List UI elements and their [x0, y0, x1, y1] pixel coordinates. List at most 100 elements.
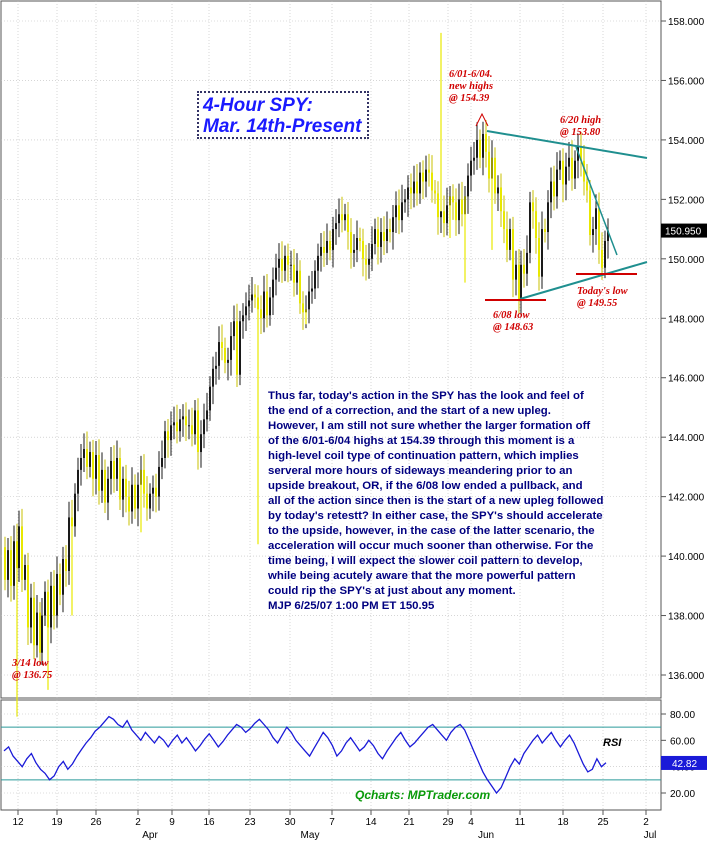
candle-body — [559, 160, 561, 170]
candle-body — [36, 612, 38, 646]
rsi-last-label: 42.82 — [672, 759, 697, 770]
annotation-label: 6/01-6/04. — [449, 69, 492, 80]
annotation-label: Today's low — [577, 286, 629, 297]
date-tick-label: 21 — [403, 817, 415, 828]
candle-body — [164, 431, 166, 458]
candle-body — [416, 181, 418, 194]
annotation-label: @ 136.75 — [12, 670, 52, 681]
date-tick-label: 19 — [51, 817, 63, 828]
candle-body — [413, 181, 415, 194]
candle-body — [296, 270, 298, 283]
candle-body — [323, 246, 325, 253]
candle-body — [158, 466, 160, 497]
chart-subtitle: Mar. 14th-Present — [203, 116, 362, 137]
candle-body — [512, 229, 514, 280]
candle-body — [116, 457, 118, 479]
candle-body — [59, 573, 61, 595]
chart-title: 4-Hour SPY: — [203, 95, 313, 116]
candle-body — [281, 258, 283, 271]
candle-body — [509, 229, 511, 250]
month-label: Jul — [644, 830, 657, 841]
date-tick-label: 4 — [468, 817, 474, 828]
candle-body — [607, 230, 609, 241]
annotation-label: 3/14 low — [11, 658, 49, 669]
candle-body — [33, 597, 35, 646]
candle-body — [389, 229, 391, 233]
date-tick-label: 26 — [90, 817, 102, 828]
rsi-tick-label: 80.00 — [670, 710, 695, 721]
candle-body — [601, 249, 603, 268]
candle-body — [245, 306, 247, 316]
candle-body — [329, 240, 331, 250]
candle-body — [27, 565, 29, 628]
candle-body — [248, 300, 250, 307]
candle-body — [221, 342, 223, 348]
candle-body — [30, 597, 32, 628]
candle-body — [92, 452, 94, 479]
price-tick-label: 142.000 — [668, 493, 705, 504]
price-tick-label: 150.000 — [668, 255, 705, 266]
candle-body — [371, 243, 373, 259]
candle-body — [77, 469, 79, 494]
candle-body — [218, 342, 220, 366]
date-tick-label: 16 — [203, 817, 215, 828]
candle-body — [497, 187, 499, 194]
month-label: May — [301, 830, 320, 841]
date-tick-label: 30 — [284, 817, 296, 828]
candle-body — [541, 229, 543, 277]
candle-body — [532, 202, 534, 212]
candle-body — [137, 484, 139, 509]
candle-body — [24, 565, 26, 580]
date-tick-label: 25 — [597, 817, 609, 828]
candle-body — [161, 457, 163, 467]
upper-trendline — [486, 130, 648, 159]
candle-body — [107, 478, 109, 503]
candle-body — [188, 425, 190, 427]
candle-body — [197, 410, 199, 453]
candle-body — [544, 229, 546, 233]
candle-body — [13, 541, 15, 586]
candle-body — [170, 425, 172, 441]
candle-body — [437, 193, 439, 218]
candle-body — [422, 172, 424, 182]
candle-body — [176, 422, 178, 432]
last-price-label: 150.950 — [665, 227, 702, 238]
candle-body — [236, 321, 238, 375]
candle-body — [565, 166, 567, 185]
lower-trendline — [519, 261, 648, 300]
candle-body — [290, 264, 292, 266]
candle-body — [275, 267, 277, 280]
candle-body — [526, 252, 528, 274]
candle-body — [200, 434, 202, 453]
candle-body — [434, 190, 436, 194]
candle-body — [56, 573, 58, 616]
candle-body — [230, 336, 232, 360]
date-tick-label: 14 — [365, 817, 377, 828]
candle-body — [488, 151, 490, 179]
candle-body — [368, 258, 370, 265]
candle-body — [206, 410, 208, 420]
candle-body — [44, 591, 46, 616]
rsi-last-marker — [661, 755, 707, 770]
candle-body — [476, 139, 478, 158]
candle-body — [86, 449, 88, 467]
candle-body — [167, 431, 169, 441]
candle-body — [535, 211, 537, 239]
annotation-label: new highs — [449, 81, 493, 92]
candle-body — [251, 294, 253, 301]
candle-body — [278, 258, 280, 268]
price-tick-label: 146.000 — [668, 374, 705, 385]
candle-body — [83, 449, 85, 458]
high-marker — [475, 112, 489, 127]
price-candles — [4, 32, 609, 717]
candle-body — [287, 255, 289, 265]
candle-body — [119, 457, 121, 500]
candle-body — [586, 181, 588, 191]
candle-body — [302, 303, 304, 313]
trendlines — [475, 112, 648, 301]
candle-body — [604, 240, 606, 268]
candle-body — [350, 232, 352, 253]
rsi-tick-label: 60.00 — [670, 736, 695, 747]
candle-body — [326, 240, 328, 253]
